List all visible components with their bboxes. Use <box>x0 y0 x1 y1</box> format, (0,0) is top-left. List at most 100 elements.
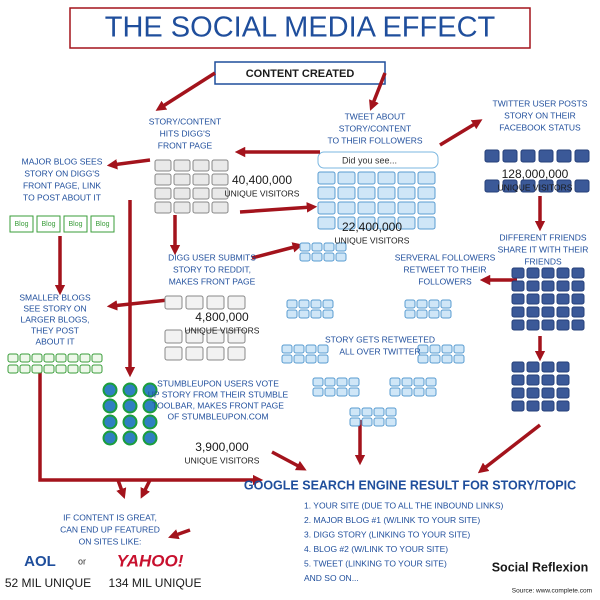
google-item: 4. BLOG #2 (W/LINK TO YOUR SITE) <box>304 544 448 554</box>
retweet-icon <box>389 387 401 397</box>
title: THE SOCIAL MEDIA EFFECT <box>105 12 496 44</box>
blog-label: Blog <box>95 221 109 228</box>
visitors: 22,400,000 <box>342 220 402 234</box>
small-blog-icon <box>79 364 91 374</box>
facebook-icon <box>556 267 570 279</box>
retweet-icon <box>453 354 465 364</box>
visitors: 3,900,000 <box>195 440 249 454</box>
retweet-icon <box>281 354 293 364</box>
digg-label: STORY/CONTENT <box>149 116 221 126</box>
stumble-icon <box>122 430 138 446</box>
facebook-icon <box>511 374 525 386</box>
facebook-label: TWITTER USER POSTS <box>493 98 588 108</box>
stumble-icon <box>102 398 118 414</box>
digg-icon <box>192 173 210 186</box>
facebook-icon <box>511 280 525 292</box>
twitter-icon <box>397 201 416 215</box>
retweet-icon <box>425 377 437 387</box>
facebook-icon <box>511 319 525 331</box>
stumble-icon <box>122 382 138 398</box>
facebook-icon <box>571 319 585 331</box>
arrow <box>251 242 304 260</box>
tweet-bubble <box>317 151 439 169</box>
digg-label: FRONT PAGE <box>158 140 213 150</box>
arrow <box>239 202 318 214</box>
retweet-icon <box>348 387 360 397</box>
retweet-icon <box>323 252 335 262</box>
facebook-icon <box>556 280 570 292</box>
twitter-icon <box>337 216 356 230</box>
small-blog-icon <box>43 364 55 374</box>
major-blog-label: MAJOR BLOG SEES <box>22 156 103 166</box>
facebook-icon <box>511 361 525 373</box>
facebook-icon <box>526 374 540 386</box>
digg-icon <box>173 159 191 172</box>
digg-icon <box>173 173 191 186</box>
small-blog-icon <box>7 353 19 363</box>
retweet-icon <box>417 354 429 364</box>
twitter-icon <box>317 186 336 200</box>
twitter-icon <box>317 201 336 215</box>
retweet-icon <box>299 242 311 252</box>
retweet-icon <box>416 309 428 319</box>
title-box <box>69 7 531 49</box>
smaller-blogs-label: ABOUT IT <box>35 336 74 346</box>
stumble-label: TOOLBAR, MAKES FRONT PAGE <box>152 400 284 410</box>
google-item: 2. MAJOR BLOG #1 (W/LINK TO YOUR SITE) <box>304 515 480 525</box>
retweet-icon <box>312 387 324 397</box>
reddit-icon <box>227 346 246 361</box>
facebook-icon <box>484 149 500 163</box>
visitors: 4,800,000 <box>195 310 249 324</box>
source: Source: www.complete.com <box>512 588 592 595</box>
twitter-icon <box>357 171 376 185</box>
reddit-icon <box>185 295 204 310</box>
stumble-icon <box>122 414 138 430</box>
retweet-icon <box>413 377 425 387</box>
facebook-icon <box>511 400 525 412</box>
retweet-icon <box>441 344 453 354</box>
stumble-icon <box>102 414 118 430</box>
retweet-icon <box>361 407 373 417</box>
facebook-icon <box>520 179 536 193</box>
retweet-icon <box>453 344 465 354</box>
facebook-icon <box>526 400 540 412</box>
retweet-icon <box>373 417 385 427</box>
visitors: 128,000,000 <box>502 167 569 181</box>
retweet-icon <box>317 344 329 354</box>
retweet-icon <box>425 387 437 397</box>
twitter-icon <box>377 171 396 185</box>
retweet-icon <box>349 417 361 427</box>
arrow <box>271 450 307 471</box>
facebook-icon <box>541 387 555 399</box>
digg-icon <box>154 201 172 214</box>
retweet-icon <box>336 387 348 397</box>
facebook-icon <box>526 319 540 331</box>
major-blog-label: FRONT PAGE, LINK <box>23 180 101 190</box>
facebook-icon <box>511 267 525 279</box>
reddit-icon <box>206 295 225 310</box>
facebook-icon <box>484 179 500 193</box>
retweet-icon <box>335 242 347 252</box>
stumble-icon <box>142 430 158 446</box>
retweet-label: SERVERAL FOLLOWERS <box>395 252 496 262</box>
facebook-icon <box>556 361 570 373</box>
small-blog-icon <box>55 364 67 374</box>
retweet-icon <box>323 242 335 252</box>
google-item: 5. TWEET (LINKING TO YOUR SITE) <box>304 558 447 568</box>
retweet-icon <box>298 309 310 319</box>
friends-label: FRIENDS <box>524 256 562 266</box>
tweet-label: TO THEIR FOLLOWERS <box>327 135 422 145</box>
facebook-icon <box>520 149 536 163</box>
small-blog-icon <box>67 353 79 363</box>
retweet-label: FOLLOWERS <box>418 276 472 286</box>
retweet-icon <box>299 252 311 262</box>
retweet-icon <box>293 344 305 354</box>
facebook-icon <box>526 306 540 318</box>
facebook-icon <box>502 149 518 163</box>
visitors-unit: UNIQUE VISITORS <box>498 182 573 192</box>
arrow <box>38 365 264 486</box>
facebook-icon <box>556 149 572 163</box>
retweet-icon <box>440 299 452 309</box>
visitors-unit: UNIQUE VISITORS <box>185 455 260 465</box>
